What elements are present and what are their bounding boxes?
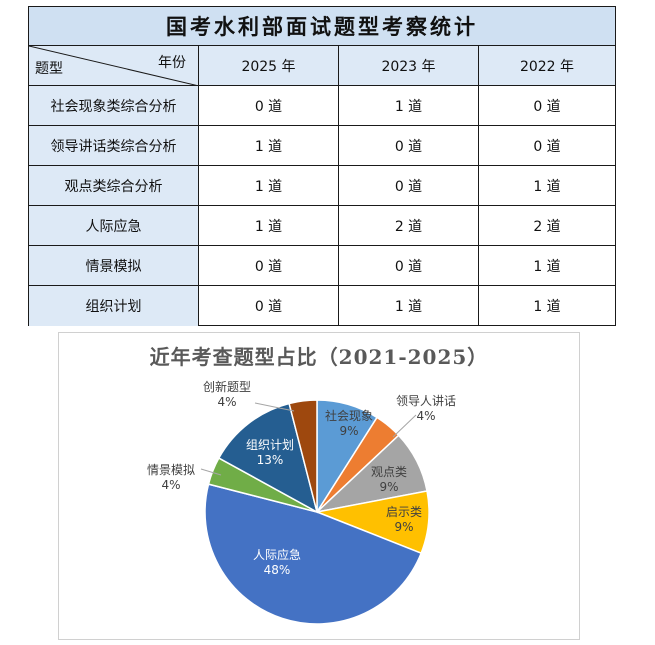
- label-leader-line: [254, 402, 295, 412]
- row-label: 社会现象类综合分析: [29, 86, 199, 126]
- slice-percent-label: 4%: [161, 478, 180, 492]
- table-title: 国考水利部面试题型考察统计: [29, 7, 615, 46]
- table-cell: 0 道: [199, 286, 339, 326]
- stats-table: 国考水利部面试题型考察统计 题型 年份 2025 年 2023 年 2022 年…: [28, 6, 616, 326]
- slice-category-label: 领导人讲话: [396, 393, 456, 408]
- table-cell: 1 道: [339, 86, 479, 126]
- table-cell: 1 道: [199, 126, 339, 166]
- slice-category-label: 启示类: [386, 505, 422, 519]
- slice-percent-label: 13%: [257, 453, 284, 467]
- pie-slice: [204, 483, 423, 625]
- slice-category-label: 人际应急: [253, 547, 301, 562]
- year-header: 2025 年: [199, 46, 339, 86]
- table-cell: 1 道: [199, 166, 339, 206]
- slice-percent-label: 9%: [379, 480, 398, 494]
- table-cell: 0 道: [479, 126, 615, 166]
- slice-percent-label: 4%: [217, 395, 236, 409]
- year-header: 2022 年: [479, 46, 615, 86]
- table-cell: 1 道: [339, 286, 479, 326]
- corner-label-year: 年份: [158, 55, 186, 71]
- corner-label-type: 题型: [35, 61, 63, 77]
- table-cell: 2 道: [479, 206, 615, 246]
- table-cell: 0 道: [479, 86, 615, 126]
- slice-category-label: 创新题型: [203, 379, 251, 394]
- row-label: 人际应急: [29, 206, 199, 246]
- row-label: 组织计划: [29, 286, 199, 326]
- chart-title: 近年考查题型占比（2021-2025）: [149, 345, 489, 369]
- table-cell: 0 道: [199, 246, 339, 286]
- label-leader-line: [200, 468, 222, 476]
- pie-chart: 社会现象9%领导人讲话4%观点类9%启示类9%人际应急48%情景模拟4%组织计划…: [147, 379, 456, 625]
- table-cell: 0 道: [199, 86, 339, 126]
- row-label: 情景模拟: [29, 246, 199, 286]
- slice-percent-label: 9%: [339, 424, 358, 438]
- row-label: 领导讲话类综合分析: [29, 126, 199, 166]
- pie-slice: [217, 402, 319, 514]
- table-cell: 1 道: [533, 299, 561, 315]
- slice-percent-label: 48%: [264, 563, 291, 577]
- slice-category-label: 观点类: [371, 465, 407, 479]
- table-cell: 2 道: [339, 206, 479, 246]
- table-grid: 题型 年份 2025 年 2023 年 2022 年 社会现象类综合分析 0 道…: [29, 46, 615, 326]
- slice-category-label: 组织计划: [246, 438, 294, 452]
- table-cell: 1 道: [199, 206, 339, 246]
- corner-diagonal-line: [29, 46, 199, 86]
- pie-slice: [288, 399, 318, 513]
- table-cell: 1 道: [479, 246, 615, 286]
- table-cell: 0 道: [339, 126, 479, 166]
- table-cell: 0 道: [339, 166, 479, 206]
- pie-chart-panel: 近年考查题型占比（2021-2025） 社会现象 9% 领导人讲话 4% 观点类 9% 启示…: [58, 332, 580, 640]
- slice-category-label: 情景模拟: [147, 463, 195, 477]
- label-leader-line: [392, 414, 417, 438]
- slice-percent-label: 9%: [394, 520, 413, 534]
- table-cell: 1 道: [479, 166, 615, 206]
- row-label: 观点类综合分析: [29, 166, 199, 206]
- table-corner-cell: 题型 年份: [29, 46, 199, 86]
- slice-category-label: 社会现象: [325, 408, 373, 423]
- year-header: 2023 年: [339, 46, 479, 86]
- table-cell: 0 道: [339, 246, 479, 286]
- slice-percent-label: 4%: [416, 409, 435, 423]
